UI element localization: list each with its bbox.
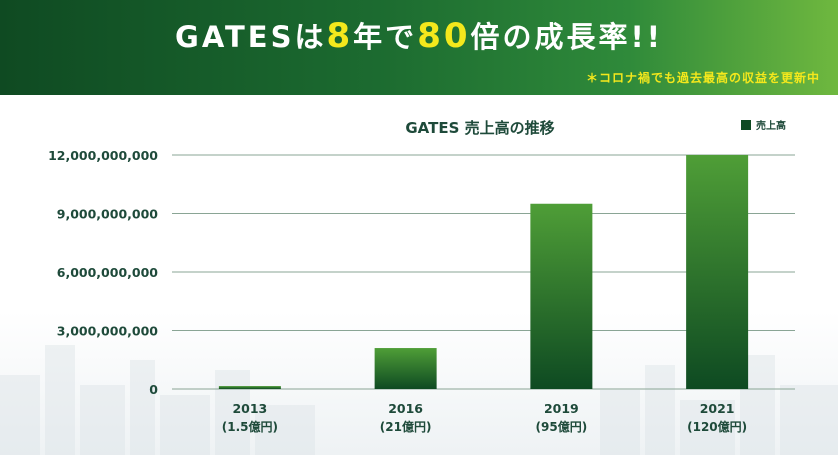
y-tick-label: 9,000,000,000 bbox=[57, 207, 159, 222]
x-tick-label: 2019 bbox=[544, 401, 579, 416]
x-tick-sublabel: (120億円) bbox=[687, 419, 747, 434]
x-tick-label: 2016 bbox=[388, 401, 423, 416]
city-skyline-background bbox=[0, 345, 838, 455]
headline-text: GATESは bbox=[175, 20, 327, 54]
subnote: ＊コロナ禍でも過去最高の収益を更新中 bbox=[585, 71, 820, 85]
x-tick-sublabel: (95億円) bbox=[536, 419, 588, 434]
legend-label: 売上高 bbox=[756, 119, 786, 132]
x-tick-sublabel: (21億円) bbox=[380, 419, 432, 434]
y-tick-label: 12,000,000,000 bbox=[48, 148, 158, 163]
headline-highlight-number: 80 bbox=[417, 16, 471, 56]
bar-chart: GATES 売上高の推移 0 3,000,000,000 6,000,000,000 9… bbox=[48, 119, 795, 434]
y-tick-label: 0 bbox=[149, 382, 158, 397]
headline: GATESは8年で80倍の成長率!! bbox=[0, 14, 838, 56]
chart-title: GATES 売上高の推移 bbox=[405, 119, 554, 137]
bar bbox=[530, 203, 593, 389]
x-tick-label: 2021 bbox=[700, 401, 735, 416]
bar bbox=[374, 348, 437, 389]
headline-text: 年で bbox=[353, 20, 418, 54]
x-tick-sublabel: (1.5億円) bbox=[222, 419, 278, 434]
headline-text: 倍の成長率!! bbox=[470, 20, 663, 54]
headline-highlight-number: 8 bbox=[326, 16, 354, 56]
x-tick-label: 2013 bbox=[232, 401, 267, 416]
header-banner: GATESは8年で80倍の成長率!! ＊コロナ禍でも過去最高の収益を更新中 bbox=[0, 0, 838, 95]
y-tick-label: 6,000,000,000 bbox=[57, 265, 159, 280]
chart-area: GATES 売上高の推移 0 3,000,000,000 6,000,000,000 9… bbox=[0, 95, 838, 455]
y-tick-label: 3,000,000,000 bbox=[57, 324, 159, 339]
bar bbox=[218, 386, 281, 389]
legend-swatch bbox=[741, 120, 751, 130]
bar bbox=[686, 155, 749, 389]
